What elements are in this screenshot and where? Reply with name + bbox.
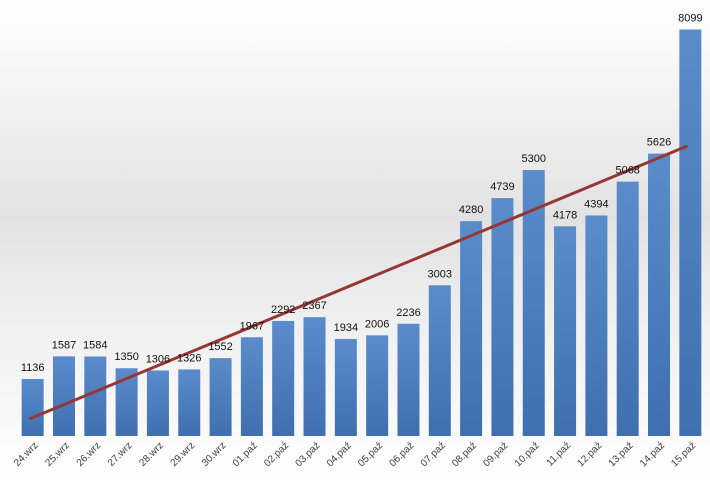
bar-12.paź xyxy=(585,215,608,436)
data-label-06.paź: 2236 xyxy=(396,307,420,319)
bar-29.wrz xyxy=(178,369,201,436)
data-label-25.wrz: 1587 xyxy=(52,339,76,351)
data-label-11.paź: 4178 xyxy=(553,209,577,221)
data-label-07.paź: 3003 xyxy=(428,268,452,280)
data-label-26.wrz: 1584 xyxy=(83,340,107,352)
bar-13.paź xyxy=(616,181,639,436)
data-label-30.wrz: 1552 xyxy=(208,341,232,353)
data-label-24.wrz: 1136 xyxy=(21,362,45,374)
data-label-02.paź: 2292 xyxy=(271,304,295,316)
bar-07.paź xyxy=(428,285,451,436)
data-label-10.paź: 5300 xyxy=(522,153,546,165)
bar-28.wrz xyxy=(146,370,169,436)
data-label-14.paź: 5626 xyxy=(647,137,671,149)
data-label-09.paź: 4739 xyxy=(490,181,514,193)
data-label-05.paź: 2006 xyxy=(365,318,389,330)
data-label-27.wrz: 1350 xyxy=(114,351,138,363)
bar-08.paź xyxy=(460,221,483,436)
bar-09.paź xyxy=(491,198,514,436)
trendline xyxy=(29,144,688,420)
bar-02.paź xyxy=(272,320,295,436)
data-label-13.paź: 5068 xyxy=(615,165,639,177)
data-label-15.paź: 8099 xyxy=(678,13,702,25)
bar-05.paź xyxy=(366,335,389,436)
bar-11.paź xyxy=(554,226,577,436)
data-label-28.wrz: 1306 xyxy=(146,353,170,365)
bar-27.wrz xyxy=(115,368,138,436)
bar-10.paź xyxy=(522,169,545,437)
bar-04.paź xyxy=(334,338,357,436)
bar-26.wrz xyxy=(84,356,107,436)
data-label-03.paź: 2367 xyxy=(302,300,326,312)
bar-14.paź xyxy=(648,153,671,436)
data-label-12.paź: 4394 xyxy=(584,198,608,210)
data-label-01.paź: 1967 xyxy=(240,320,264,332)
bar-25.wrz xyxy=(52,356,75,436)
bar-06.paź xyxy=(397,323,420,436)
data-label-04.paź: 1934 xyxy=(334,322,358,334)
data-label-29.wrz: 1326 xyxy=(177,352,201,364)
bar-03.paź xyxy=(303,317,326,436)
data-label-08.paź: 4280 xyxy=(459,204,483,216)
bar-30.wrz xyxy=(209,358,232,436)
bar-15.paź xyxy=(679,29,702,436)
bar-24.wrz xyxy=(21,378,44,436)
bar-01.paź xyxy=(240,337,263,436)
